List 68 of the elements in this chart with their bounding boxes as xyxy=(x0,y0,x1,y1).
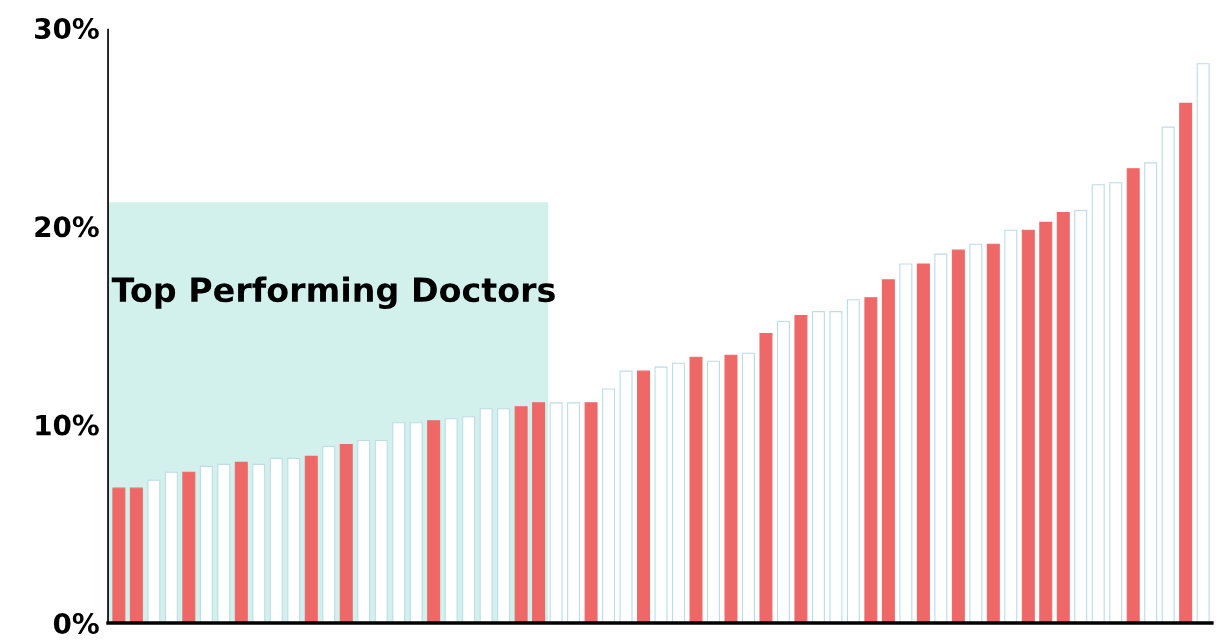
annotation: Top Performing Doctors xyxy=(111,276,555,310)
bar xyxy=(374,439,388,624)
bar xyxy=(934,253,948,624)
bar xyxy=(497,408,511,624)
bar xyxy=(916,263,930,624)
bar xyxy=(759,332,773,624)
bar xyxy=(427,420,441,624)
bar xyxy=(217,463,231,624)
bar xyxy=(392,422,406,624)
y-tick-label: 30% xyxy=(35,17,99,39)
bar xyxy=(1161,126,1175,624)
bar xyxy=(881,279,895,624)
bar xyxy=(514,406,528,624)
bar xyxy=(112,487,126,624)
bar xyxy=(1144,162,1158,624)
bar xyxy=(637,370,651,624)
bar xyxy=(689,356,703,624)
bar xyxy=(1091,184,1105,624)
bar xyxy=(532,402,546,624)
y-tick-label: 0% xyxy=(53,612,99,634)
bar xyxy=(462,416,476,624)
bar xyxy=(357,439,371,624)
bar xyxy=(846,299,860,624)
bar xyxy=(287,457,301,624)
bar xyxy=(602,388,616,624)
bar xyxy=(269,457,283,624)
bar xyxy=(147,479,161,624)
bar xyxy=(654,366,668,624)
bar xyxy=(969,243,983,624)
bar xyxy=(1039,221,1053,624)
bar xyxy=(1109,182,1123,624)
bar xyxy=(951,249,965,624)
bar xyxy=(724,354,738,624)
bar xyxy=(234,461,248,624)
bar xyxy=(549,402,563,624)
bar xyxy=(304,455,318,624)
bar xyxy=(794,315,808,624)
bar xyxy=(182,471,196,624)
bar xyxy=(339,443,353,624)
bar xyxy=(322,445,336,624)
y-tick-label: 10% xyxy=(36,414,99,436)
bar xyxy=(986,243,1000,624)
bar xyxy=(1056,211,1070,624)
bar xyxy=(1074,209,1088,624)
bar xyxy=(829,311,843,624)
bar xyxy=(129,487,143,624)
bar xyxy=(252,463,266,624)
bar xyxy=(584,402,598,624)
bar xyxy=(1126,168,1140,624)
bar xyxy=(776,320,790,624)
bar xyxy=(444,418,458,624)
bar xyxy=(741,352,755,624)
bar xyxy=(567,402,581,624)
bar xyxy=(199,465,213,624)
bar xyxy=(1021,229,1035,624)
bar xyxy=(864,297,878,624)
bar xyxy=(1196,63,1210,624)
bar xyxy=(1179,102,1193,624)
bar xyxy=(672,362,686,624)
bar xyxy=(619,370,633,624)
y-tick-label: 20% xyxy=(35,216,99,238)
bar xyxy=(706,360,720,624)
bar xyxy=(1004,229,1018,624)
bar xyxy=(409,422,423,624)
bar xyxy=(164,471,178,624)
bar xyxy=(479,408,493,624)
bar xyxy=(899,263,913,624)
bar xyxy=(811,311,825,624)
